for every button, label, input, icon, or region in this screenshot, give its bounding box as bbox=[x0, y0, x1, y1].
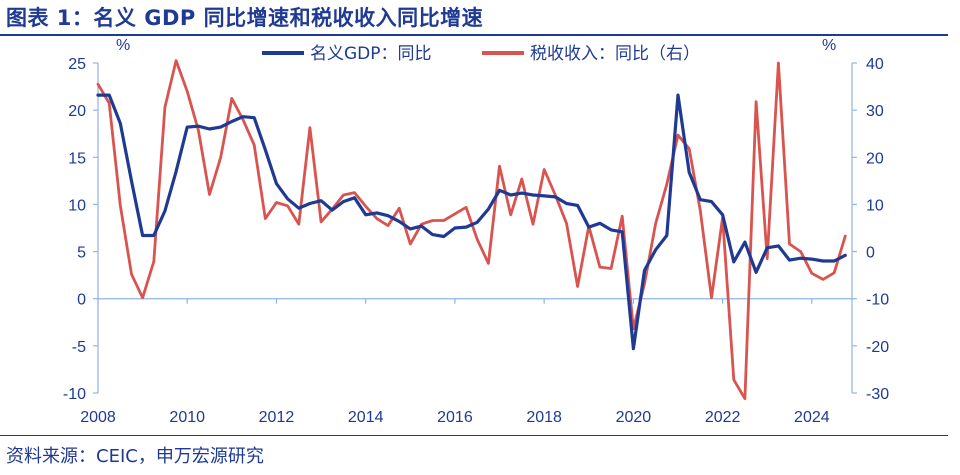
left-tick-label: 20 bbox=[68, 103, 86, 120]
source-note: 资料来源：CEIC，申万宏源研究 bbox=[6, 446, 264, 467]
x-tick-label: 2024 bbox=[794, 409, 830, 426]
x-tick-label: 2020 bbox=[616, 409, 652, 426]
chart-axes bbox=[97, 63, 853, 393]
left-tick-label: 25 bbox=[68, 56, 86, 73]
series-gdp bbox=[96, 93, 847, 351]
left-tick-label: -10 bbox=[63, 386, 86, 403]
right-tick-label: 10 bbox=[866, 197, 884, 214]
left-tick-label: 10 bbox=[68, 197, 86, 214]
right-tick-label: 0 bbox=[866, 245, 875, 262]
title-rule bbox=[0, 34, 948, 36]
tax-line bbox=[96, 59, 847, 401]
right-tick-label: -20 bbox=[866, 339, 889, 356]
source-rule bbox=[0, 435, 948, 436]
gdp-line bbox=[96, 93, 847, 351]
x-tick-label: 2008 bbox=[80, 409, 116, 426]
right-tick-label: 30 bbox=[866, 103, 884, 120]
right-tick-label: 40 bbox=[866, 56, 884, 73]
series-lines bbox=[96, 59, 847, 401]
x-tick-label: 2012 bbox=[259, 409, 295, 426]
left-axis-ticks: -10 -5 0 5 10 15 20 25 bbox=[63, 56, 98, 403]
left-axis-unit: % bbox=[116, 37, 130, 54]
right-tick-label: -10 bbox=[866, 292, 889, 309]
x-tick-label: 2010 bbox=[169, 409, 205, 426]
x-tick-label: 2016 bbox=[437, 409, 473, 426]
figure-title: 图表 1：名义 GDP 同比增速和税收收入同比增速 bbox=[6, 6, 484, 30]
right-tick-label: 20 bbox=[866, 150, 884, 167]
legend-label-tax: 税收收入：同比（右） bbox=[530, 44, 700, 64]
right-tick-label: -30 bbox=[866, 386, 889, 403]
series-tax bbox=[96, 59, 847, 401]
legend: 名义GDP：同比 税收收入：同比（右） bbox=[262, 44, 700, 64]
x-tick-label: 2014 bbox=[348, 409, 384, 426]
x-tick-label: 2022 bbox=[705, 409, 741, 426]
left-tick-label: 15 bbox=[68, 150, 86, 167]
left-tick-label: -5 bbox=[72, 339, 86, 356]
legend-label-gdp: 名义GDP：同比 bbox=[310, 44, 432, 64]
right-axis-ticks: -30 -20 -10 0 10 20 30 40 bbox=[852, 56, 889, 403]
x-tick-label: 2018 bbox=[526, 409, 562, 426]
x-axis-ticks: 2008 2010 2012 2014 2016 2018 2020 2022 2024 bbox=[80, 298, 830, 426]
left-tick-label: 0 bbox=[77, 292, 86, 309]
right-axis-unit: % bbox=[822, 37, 836, 54]
left-tick-label: 5 bbox=[77, 245, 86, 262]
